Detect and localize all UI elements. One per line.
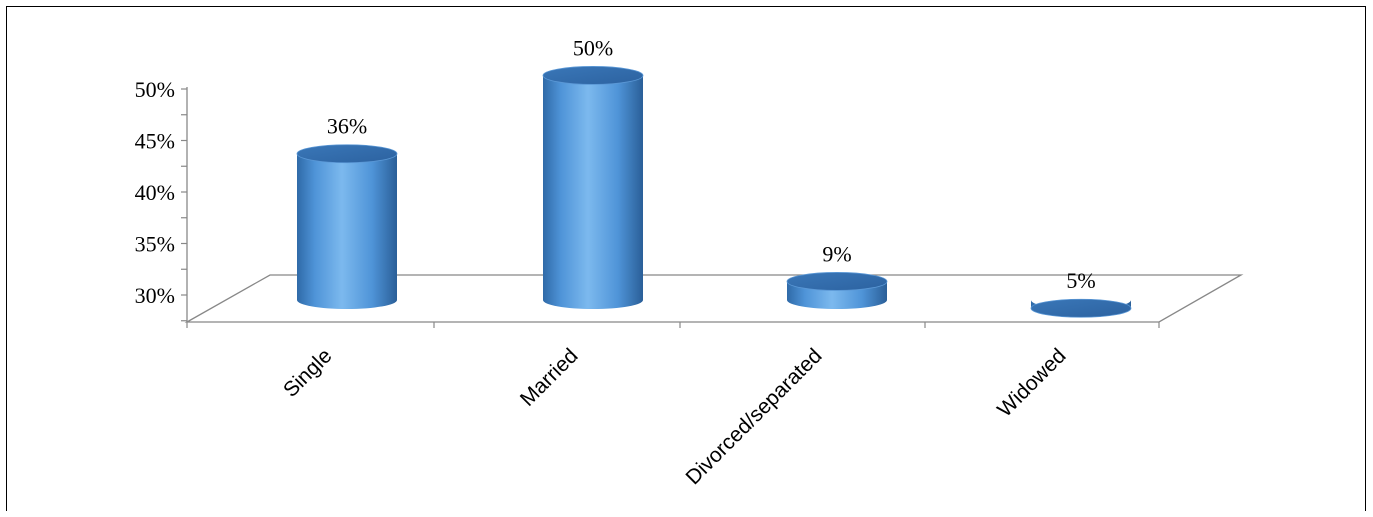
data-label: 50% [573, 35, 613, 60]
bar-top [786, 272, 888, 291]
chart-floor [184, 274, 1244, 323]
data-label: 5% [1066, 268, 1095, 293]
category-label: Married [516, 344, 583, 411]
data-label: 36% [327, 114, 367, 139]
chart-axes [181, 87, 1244, 328]
bar-top [1030, 298, 1132, 318]
bar [542, 66, 644, 310]
bars [296, 66, 1132, 318]
chart-frame: 30% 35% 40% 45% 50% 36% 50% 9% 5% Single Married… [6, 6, 1366, 511]
category-label: Single [279, 344, 337, 402]
data-label: 9% [822, 241, 851, 266]
y-tick-label: 35% [135, 232, 175, 257]
category-label: Widowed [993, 344, 1070, 421]
bar [1030, 298, 1132, 318]
bar-body [543, 75, 643, 310]
category-label: Divorced/separated [682, 344, 827, 489]
data-labels: 36% 50% 9% 5% [327, 35, 1096, 293]
y-tick-label: 40% [135, 180, 175, 205]
category-labels: Single Married Divorced/separated Widowed [279, 344, 1071, 489]
bar-body [297, 153, 397, 309]
bar [296, 144, 398, 309]
y-tick-labels: 30% 35% 40% 45% 50% [135, 77, 175, 308]
y-tick-label: 30% [135, 283, 175, 308]
bar-top [296, 144, 398, 164]
y-tick-label: 45% [135, 129, 175, 154]
bar-chart: 30% 35% 40% 45% 50% 36% 50% 9% 5% Single Married… [135, 35, 1244, 489]
bar [786, 272, 888, 309]
y-tick-label: 50% [135, 77, 175, 102]
bar-top [542, 66, 644, 85]
